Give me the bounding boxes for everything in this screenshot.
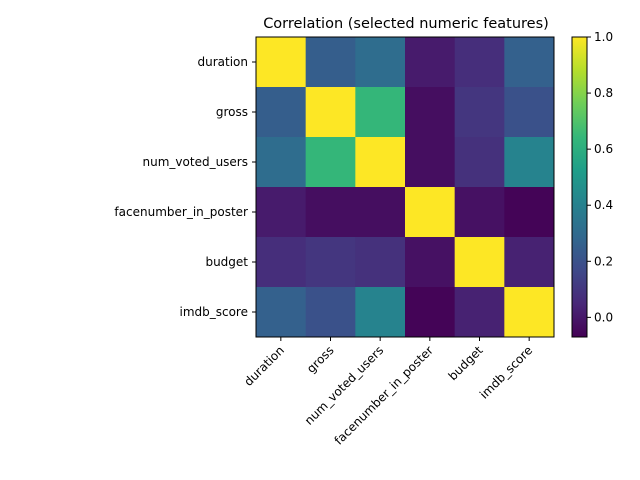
heatmap-cell-num_voted_users-imdb_score (504, 137, 555, 188)
heatmap-cell-gross-facenumber_in_poster (405, 87, 456, 138)
colorbar-gradient (571, 36, 588, 338)
y-axis: duration gross num_voted_users facenumber_i… (114, 55, 256, 319)
heatmap-cell-facenumber_in_poster-imdb_score (504, 187, 555, 238)
heatmap-cell-facenumber_in_poster-gross (305, 187, 356, 238)
heatmap-cell-imdb_score-budget (454, 287, 505, 338)
heatmap-cell-num_voted_users-duration (256, 137, 307, 188)
heatmap-cell-duration-budget (454, 37, 505, 88)
heatmap-cell-gross-duration (256, 87, 307, 138)
colorbar: 1.0 0.8 0.6 0.4 0.2 0.0 (571, 30, 613, 338)
x-tick-label: imdb_score (477, 343, 535, 401)
chart-title: Correlation (selected numeric features) (263, 16, 549, 32)
heatmap-cell-facenumber_in_poster-duration (256, 187, 307, 238)
y-tick-label: num_voted_users (143, 155, 248, 169)
y-tick-label: imdb_score (179, 305, 248, 319)
heatmap-cell-facenumber_in_poster-budget (454, 187, 505, 238)
x-tick-label: duration (241, 343, 287, 389)
heatmap-cell-imdb_score-facenumber_in_poster (405, 287, 456, 338)
heatmap-cell-duration-duration (256, 37, 307, 88)
colorbar-tick-label: 0.2 (594, 254, 613, 268)
heatmap-cell-imdb_score-num_voted_users (355, 287, 406, 338)
colorbar-tick-label: 0.4 (594, 198, 613, 212)
y-tick-label: facenumber_in_poster (114, 205, 248, 219)
heatmap-cell-num_voted_users-budget (454, 137, 505, 188)
x-tick-label: budget (446, 343, 486, 383)
heatmap-cell-facenumber_in_poster-num_voted_users (355, 187, 406, 238)
x-axis: duration grossnum_voted_usersfacenumber_i… (241, 337, 535, 448)
heatmap-cell-duration-imdb_score (504, 37, 555, 88)
heatmap-cell-num_voted_users-gross (305, 137, 356, 188)
heatmap-cell-gross-num_voted_users (355, 87, 406, 138)
heatmap-cell-facenumber_in_poster-facenumber_in_poster (405, 187, 456, 238)
colorbar-tick-label: 0.8 (594, 86, 613, 100)
colorbar-tick-label: 0.6 (594, 142, 613, 156)
heatmap-cells (256, 37, 555, 338)
heatmap-cell-imdb_score-gross (305, 287, 356, 338)
heatmap-cell-imdb_score-duration (256, 287, 307, 338)
y-tick-label: budget (205, 255, 248, 269)
heatmap-cell-budget-gross (305, 237, 356, 288)
heatmap-cell-gross-gross (305, 87, 356, 138)
y-tick-label: duration (198, 55, 249, 69)
heatmap-cell-budget-imdb_score (504, 237, 555, 288)
heatmap-cell-gross-budget (454, 87, 505, 138)
heatmap-cell-budget-facenumber_in_poster (405, 237, 456, 288)
x-tick-label: gross (304, 343, 337, 376)
heatmap-cell-gross-imdb_score (504, 87, 555, 138)
heatmap-cell-duration-num_voted_users (355, 37, 406, 88)
x-tick-label: facenumber_in_poster (332, 343, 436, 447)
heatmap-cell-duration-gross (305, 37, 356, 88)
heatmap-cell-imdb_score-imdb_score (504, 287, 555, 338)
heatmap-cell-num_voted_users-facenumber_in_poster (405, 137, 456, 188)
heatmap-cell-num_voted_users-num_voted_users (355, 137, 406, 188)
colorbar-tick-label: 0.0 (594, 310, 613, 324)
heatmap-cell-budget-duration (256, 237, 307, 288)
colorbar-tick-label: 1.0 (594, 30, 613, 44)
heatmap-cell-duration-facenumber_in_poster (405, 37, 456, 88)
heatmap-cell-budget-budget (454, 237, 505, 288)
y-tick-label: gross (216, 105, 248, 119)
heatmap-frame (255, 36, 555, 338)
heatmap-cell-budget-num_voted_users (355, 237, 406, 288)
